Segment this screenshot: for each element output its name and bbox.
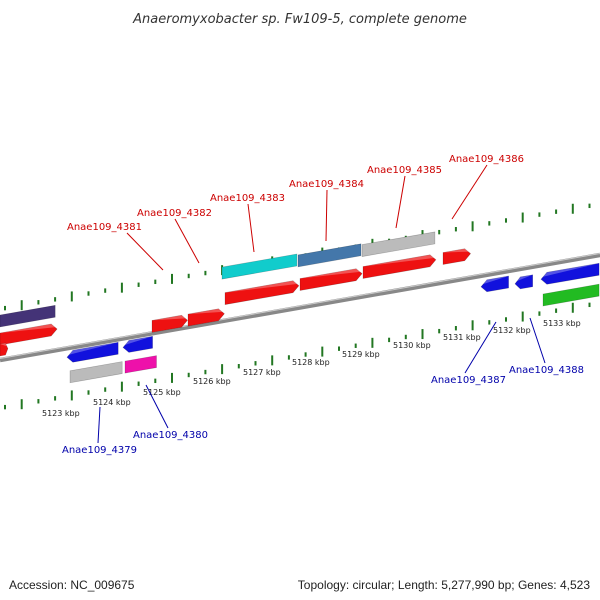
leader-line [451, 164, 488, 220]
gene-feature-red [224, 280, 300, 305]
gene-feature-green [542, 283, 600, 307]
leader-line [464, 321, 497, 374]
scale-tick-label: 5131 kbp [443, 333, 481, 342]
gene-label-top: Anae109_4382 [137, 208, 212, 219]
gene-feature-gray [361, 231, 436, 257]
gene-label-bottom: Anae109_4388 [509, 365, 584, 376]
gene-feature-red [362, 254, 437, 279]
accession-text: Accession: NC_009675 [9, 578, 135, 592]
scale-tick-label: 5124 kbp [93, 398, 131, 407]
gene-feature-cyan [221, 253, 298, 280]
gene-label-bottom: Anae109_4387 [431, 375, 506, 386]
gene-label-top: Anae109_4386 [449, 154, 524, 165]
genome-summary-text: Topology: circular; Length: 5,277,990 bp… [297, 578, 590, 592]
gene-feature-blue [66, 341, 119, 363]
leader-line [174, 218, 200, 264]
scale-tick-label: 5128 kbp [292, 358, 330, 367]
leader-line [126, 232, 164, 271]
scale-tick-label: 5133 kbp [543, 319, 581, 328]
gene-label-bottom: Anae109_4380 [133, 430, 208, 441]
gene-feature-blue [514, 274, 534, 290]
scale-tick-label: 5123 kbp [42, 409, 80, 418]
gene-feature-blue [540, 262, 600, 285]
leader-line [145, 384, 169, 429]
genome-backbone [0, 252, 600, 363]
scale-tick-label: 5125 kbp [143, 388, 181, 397]
leader-line [325, 189, 328, 242]
gene-feature-blue [122, 335, 153, 353]
gene-feature-navy [0, 304, 56, 328]
gene-label-bottom: Anae109_4379 [62, 445, 137, 456]
backbone-highlight [0, 253, 600, 359]
gene-feature-blue [480, 275, 509, 293]
scale-tick-label: 5130 kbp [393, 341, 431, 350]
gene-feature-red [151, 314, 188, 333]
leader-line [529, 317, 546, 364]
scale-tick-label: 5127 kbp [243, 368, 281, 377]
scale-tick-label: 5126 kbp [193, 377, 231, 386]
gene-label-top: Anae109_4383 [210, 193, 285, 204]
leader-line [97, 406, 101, 444]
gene-label-top: Anae109_4384 [289, 179, 364, 190]
scale-tick-label: 5132 kbp [493, 326, 531, 335]
leader-line [247, 203, 255, 253]
gene-feature-red [0, 342, 9, 357]
gene-label-top: Anae109_4381 [67, 222, 142, 233]
gene-feature-gray [69, 361, 123, 384]
gene-feature-red [442, 248, 472, 265]
gene-feature-steel [297, 243, 362, 268]
gene-feature-magenta [124, 355, 157, 374]
leader-line [395, 175, 406, 229]
gene-feature-red [299, 268, 363, 291]
gene-feature-red [0, 323, 58, 346]
backbone-line [0, 252, 600, 363]
map-title: Anaeromyxobacter sp. Fw109-5, complete g… [132, 12, 467, 27]
gene-labels: Anae109_4381 Anae109_4382 Anae109_4383 Anae… [62, 154, 584, 456]
scale-tick-label: 5129 kbp [342, 350, 380, 359]
gene-features [0, 231, 600, 384]
gene-feature-red [187, 308, 225, 327]
gene-label-top: Anae109_4385 [367, 165, 442, 176]
